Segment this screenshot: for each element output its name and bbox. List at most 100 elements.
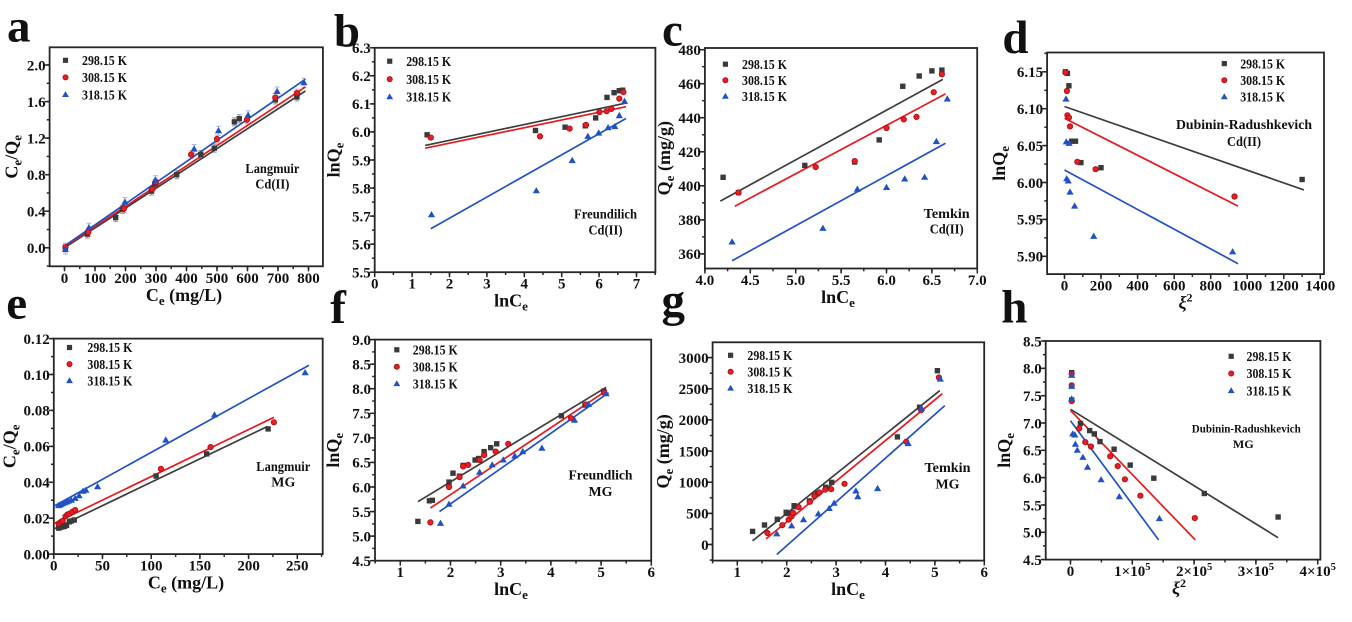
svg-text:6.5: 6.5 bbox=[923, 273, 942, 289]
svg-text:298.15 K: 298.15 K bbox=[747, 348, 792, 363]
svg-text:6.5: 6.5 bbox=[1023, 444, 1042, 460]
svg-text:3×105: 3×105 bbox=[1238, 562, 1274, 580]
svg-text:4×105: 4×105 bbox=[1300, 562, 1336, 580]
svg-text:600: 600 bbox=[236, 271, 259, 287]
svg-text:318.15 K: 318.15 K bbox=[413, 376, 458, 391]
svg-text:8.0: 8.0 bbox=[352, 382, 371, 398]
svg-text:200: 200 bbox=[114, 271, 137, 287]
svg-text:318.15 K: 318.15 K bbox=[747, 381, 792, 396]
svg-text:1: 1 bbox=[408, 277, 416, 293]
svg-text:0.0: 0.0 bbox=[27, 241, 46, 257]
svg-text:318.15 K: 318.15 K bbox=[87, 373, 132, 388]
svg-text:2: 2 bbox=[447, 565, 455, 581]
svg-text:6.15: 6.15 bbox=[1017, 65, 1043, 81]
svg-text:5.0: 5.0 bbox=[352, 529, 371, 545]
svg-text:5.8: 5.8 bbox=[352, 181, 371, 197]
svg-text:308.15 K: 308.15 K bbox=[1247, 366, 1292, 381]
svg-text:400: 400 bbox=[175, 271, 198, 287]
svg-text:7: 7 bbox=[633, 277, 641, 293]
svg-text:0.10: 0.10 bbox=[24, 368, 50, 384]
svg-text:480: 480 bbox=[678, 43, 701, 59]
svg-text:1×105: 1×105 bbox=[1114, 562, 1150, 580]
svg-text:Dubinin-Radushkevich: Dubinin-Radushkevich bbox=[1176, 117, 1312, 132]
svg-text:200: 200 bbox=[237, 559, 260, 575]
svg-text:5.0: 5.0 bbox=[786, 273, 805, 289]
svg-text:3: 3 bbox=[832, 565, 840, 581]
svg-text:1400: 1400 bbox=[1305, 279, 1335, 295]
svg-text:0.06: 0.06 bbox=[24, 440, 51, 456]
svg-text:6.3: 6.3 bbox=[352, 41, 371, 57]
svg-text:2: 2 bbox=[783, 565, 791, 581]
svg-text:600: 600 bbox=[1163, 279, 1186, 295]
svg-text:1: 1 bbox=[734, 565, 742, 581]
svg-text:500: 500 bbox=[686, 507, 709, 523]
svg-text:e: e bbox=[6, 278, 27, 330]
svg-text:298.15 K: 298.15 K bbox=[87, 340, 132, 355]
svg-text:Dubinin-Radushkevich: Dubinin-Radushkevich bbox=[1192, 421, 1301, 435]
svg-text:0.04: 0.04 bbox=[24, 476, 51, 492]
svg-text:50: 50 bbox=[95, 559, 110, 575]
svg-text:Ce (mg/L): Ce (mg/L) bbox=[146, 285, 222, 308]
svg-text:308.15 K: 308.15 K bbox=[82, 70, 127, 85]
svg-text:1000: 1000 bbox=[1232, 279, 1262, 295]
svg-text:MG: MG bbox=[271, 475, 296, 490]
svg-text:7.5: 7.5 bbox=[1023, 389, 1042, 405]
svg-text:6: 6 bbox=[595, 277, 603, 293]
svg-text:Cd(II): Cd(II) bbox=[1227, 134, 1261, 149]
svg-text:5: 5 bbox=[597, 565, 605, 581]
svg-text:Langmuir: Langmuir bbox=[245, 161, 299, 176]
svg-text:f: f bbox=[330, 282, 347, 334]
svg-text:700: 700 bbox=[267, 271, 290, 287]
svg-text:6.00: 6.00 bbox=[1017, 176, 1043, 192]
svg-text:0: 0 bbox=[61, 271, 69, 287]
svg-text:6.0: 6.0 bbox=[352, 480, 371, 496]
svg-text:c: c bbox=[662, 5, 683, 57]
svg-text:Qe (mg/g): Qe (mg/g) bbox=[654, 121, 677, 195]
svg-text:250: 250 bbox=[286, 559, 309, 575]
svg-text:4: 4 bbox=[547, 565, 555, 581]
svg-text:460: 460 bbox=[678, 77, 701, 93]
svg-text:4.0: 4.0 bbox=[696, 273, 715, 289]
svg-text:4.5: 4.5 bbox=[352, 554, 371, 570]
svg-text:1000: 1000 bbox=[679, 476, 709, 492]
svg-text:MG: MG bbox=[1233, 437, 1254, 451]
svg-text:7.0: 7.0 bbox=[1023, 416, 1042, 432]
svg-text:5.5: 5.5 bbox=[1023, 498, 1042, 514]
svg-text:8.0: 8.0 bbox=[1023, 362, 1042, 378]
svg-text:380: 380 bbox=[678, 213, 701, 229]
svg-text:3: 3 bbox=[497, 565, 505, 581]
svg-text:4: 4 bbox=[882, 565, 890, 581]
svg-text:Freundilich: Freundilich bbox=[574, 206, 637, 221]
svg-text:0.02: 0.02 bbox=[24, 512, 50, 528]
svg-text:3000: 3000 bbox=[679, 351, 709, 367]
svg-text:6.0: 6.0 bbox=[1023, 471, 1042, 487]
svg-text:4.5: 4.5 bbox=[741, 273, 760, 289]
svg-text:6.0: 6.0 bbox=[877, 273, 896, 289]
svg-text:1500: 1500 bbox=[679, 444, 709, 460]
svg-text:0: 0 bbox=[371, 277, 379, 293]
svg-text:5.7: 5.7 bbox=[352, 209, 371, 225]
svg-text:150: 150 bbox=[189, 559, 212, 575]
svg-text:1.2: 1.2 bbox=[27, 131, 46, 147]
svg-text:308.15 K: 308.15 K bbox=[87, 357, 132, 372]
svg-text:5.5: 5.5 bbox=[352, 505, 371, 521]
svg-text:0: 0 bbox=[50, 559, 58, 575]
svg-text:1.6: 1.6 bbox=[27, 95, 46, 111]
svg-text:Ce/Qe: Ce/Qe bbox=[1, 135, 24, 179]
svg-text:1200: 1200 bbox=[1269, 279, 1299, 295]
svg-text:298.15 K: 298.15 K bbox=[1247, 349, 1292, 364]
svg-text:2000: 2000 bbox=[679, 413, 709, 429]
svg-text:298.15 K: 298.15 K bbox=[413, 343, 458, 358]
svg-text:lnQe: lnQe bbox=[989, 146, 1012, 181]
svg-text:b: b bbox=[334, 6, 360, 58]
svg-text:318.15 K: 318.15 K bbox=[1240, 90, 1285, 105]
svg-text:6: 6 bbox=[648, 565, 656, 581]
svg-text:400: 400 bbox=[1126, 279, 1149, 295]
svg-text:360: 360 bbox=[678, 247, 701, 263]
svg-text:318.15 K: 318.15 K bbox=[742, 89, 787, 104]
svg-text:Temkin: Temkin bbox=[925, 460, 972, 475]
svg-text:0: 0 bbox=[1067, 564, 1075, 580]
svg-text:lnCe: lnCe bbox=[821, 287, 855, 310]
svg-text:400: 400 bbox=[678, 179, 701, 195]
svg-text:0.12: 0.12 bbox=[24, 332, 50, 348]
